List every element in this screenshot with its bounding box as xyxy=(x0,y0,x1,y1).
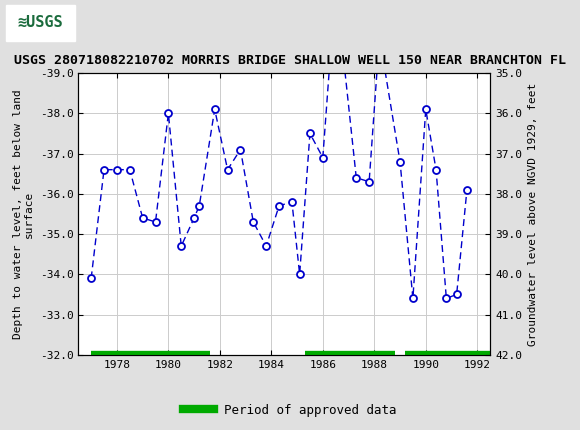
FancyBboxPatch shape xyxy=(6,4,75,41)
Y-axis label: Depth to water level, feet below land
surface: Depth to water level, feet below land su… xyxy=(13,89,34,339)
Y-axis label: Groundwater level above NGVD 1929, feet: Groundwater level above NGVD 1929, feet xyxy=(528,82,538,346)
Legend: Period of approved data: Period of approved data xyxy=(178,399,402,421)
Text: USGS 280718082210702 MORRIS BRIDGE SHALLOW WELL 150 NEAR BRANCHTON FL: USGS 280718082210702 MORRIS BRIDGE SHALL… xyxy=(14,54,566,67)
Text: ≋USGS: ≋USGS xyxy=(18,15,63,30)
